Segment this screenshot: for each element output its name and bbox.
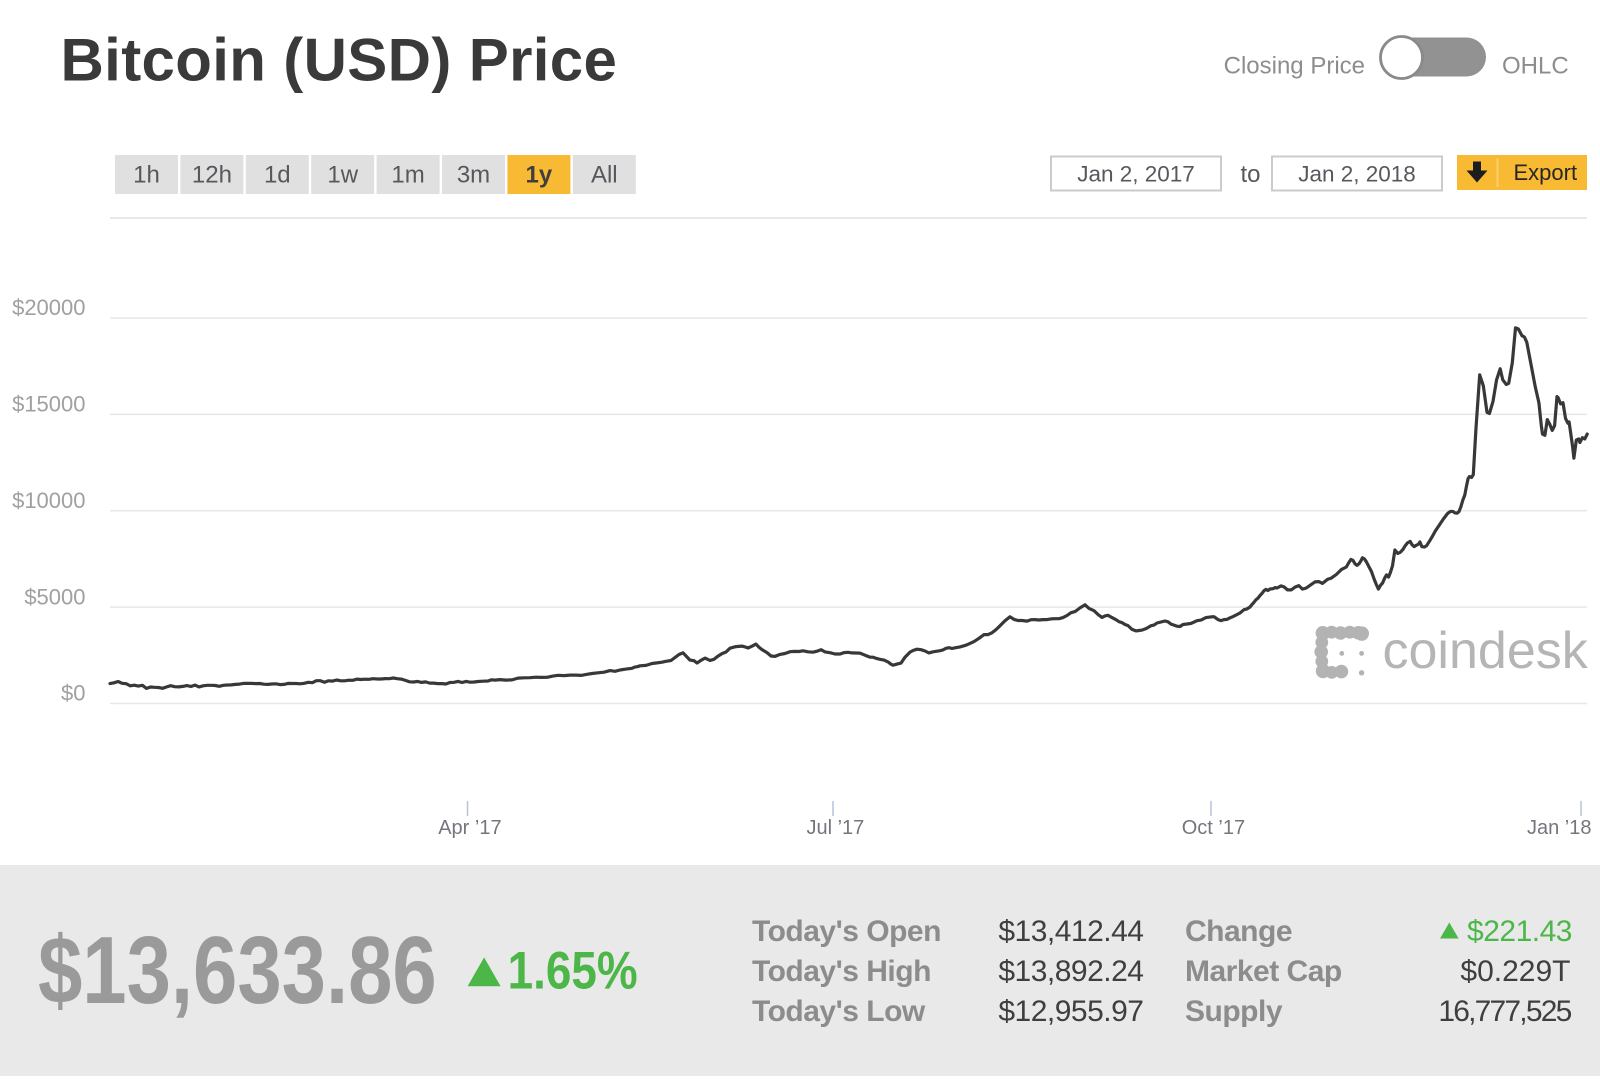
svg-text:$20000: $20000 [12, 295, 85, 320]
svg-text:1m: 1m [391, 162, 424, 189]
svg-text:$0.229T: $0.229T [1460, 955, 1570, 988]
svg-text:3m: 3m [457, 162, 490, 189]
svg-text:$12,955.97: $12,955.97 [998, 995, 1143, 1028]
svg-text:coindesk: coindesk [1383, 622, 1589, 680]
svg-text:1h: 1h [133, 162, 160, 189]
svg-text:1d: 1d [264, 162, 291, 189]
svg-text:$13,892.24: $13,892.24 [998, 955, 1143, 988]
svg-text:Oct ’17: Oct ’17 [1182, 817, 1245, 839]
svg-text:to: to [1240, 161, 1260, 188]
svg-text:OHLC: OHLC [1502, 53, 1569, 80]
svg-text:Apr ’17: Apr ’17 [438, 817, 501, 839]
svg-text:Today's Low: Today's Low [752, 995, 926, 1028]
svg-text:$15000: $15000 [12, 392, 85, 417]
svg-text:Jan 2, 2017: Jan 2, 2017 [1077, 162, 1195, 187]
svg-text:Jan 2, 2018: Jan 2, 2018 [1298, 162, 1416, 187]
svg-text:Market Cap: Market Cap [1185, 955, 1342, 988]
svg-text:Closing Price: Closing Price [1224, 53, 1365, 80]
svg-text:1y: 1y [526, 162, 553, 189]
svg-text:Bitcoin (USD) Price: Bitcoin (USD) Price [61, 27, 618, 94]
svg-text:Today's High: Today's High [752, 955, 931, 988]
svg-text:$0: $0 [61, 681, 85, 706]
svg-text:All: All [591, 162, 618, 189]
svg-text:$13,412.44: $13,412.44 [998, 915, 1143, 948]
svg-text:$13,633.86: $13,633.86 [38, 916, 437, 1024]
svg-text:Export: Export [1514, 160, 1578, 185]
svg-text:Today's Open: Today's Open [752, 915, 941, 948]
svg-text:Change: Change [1185, 915, 1292, 948]
svg-text:$10000: $10000 [12, 488, 85, 513]
svg-text:12h: 12h [192, 162, 232, 189]
svg-text:$221.43: $221.43 [1467, 915, 1572, 948]
svg-text:Jan ’18: Jan ’18 [1527, 817, 1592, 839]
svg-text:Supply: Supply [1185, 995, 1283, 1028]
svg-text:$5000: $5000 [24, 584, 85, 609]
svg-text:1.65%: 1.65% [508, 940, 638, 1000]
svg-text:Jul ’17: Jul ’17 [806, 817, 864, 839]
svg-text:1w: 1w [327, 162, 358, 189]
svg-text:16,777,525: 16,777,525 [1438, 995, 1571, 1028]
